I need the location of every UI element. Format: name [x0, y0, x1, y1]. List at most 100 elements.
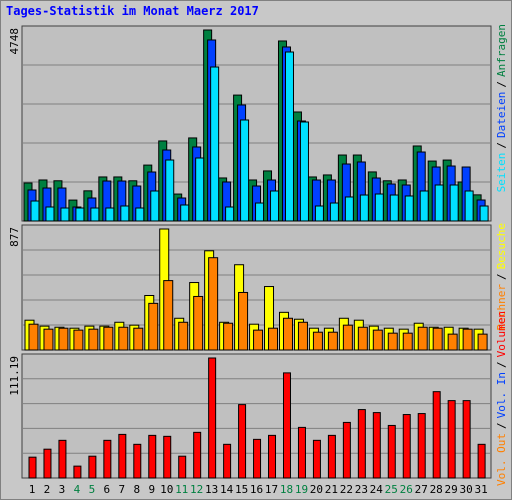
legend: Vol. Out / Vol. In / Volumen — [495, 311, 508, 486]
bar — [133, 327, 144, 351]
bar — [180, 204, 190, 222]
bar — [118, 326, 129, 351]
bar — [270, 190, 280, 222]
bar — [299, 121, 309, 222]
legend-entry: Vol. In — [495, 372, 508, 418]
bar — [208, 257, 219, 351]
bar — [163, 280, 174, 351]
chart-title: Tages-Statistik im Monat Maerz 2017 — [6, 4, 259, 18]
x-tick-label: 13 — [205, 483, 218, 496]
bar — [178, 321, 189, 351]
legend-entry: Besuche — [495, 223, 508, 269]
bar — [240, 119, 250, 222]
bar — [464, 190, 474, 222]
bar — [357, 326, 368, 351]
legend-entry: Seiten — [495, 153, 508, 193]
bar — [344, 196, 354, 222]
bar — [43, 328, 54, 351]
x-tick-label: 8 — [133, 483, 140, 496]
bar — [342, 324, 353, 351]
bar — [163, 435, 172, 479]
bar — [90, 207, 100, 222]
x-tick-label: 22 — [340, 483, 353, 496]
bar — [253, 438, 262, 479]
bar — [223, 443, 232, 479]
y-tick-label: 111.19 — [8, 356, 21, 396]
bar — [28, 456, 37, 479]
legend-entry: Vol. Out — [495, 433, 508, 486]
bar — [150, 190, 160, 222]
x-tick-label: 7 — [119, 483, 126, 496]
y-tick-label: 877 — [8, 227, 21, 247]
x-tick-label: 15 — [235, 483, 248, 496]
bar — [105, 207, 115, 222]
bar — [165, 159, 175, 222]
bar — [297, 321, 308, 351]
bar — [312, 439, 321, 479]
legend-separator: / — [495, 361, 508, 368]
bar — [178, 455, 187, 479]
bar — [193, 295, 204, 351]
bar — [419, 190, 429, 222]
bar — [477, 333, 488, 351]
x-tick-label: 12 — [190, 483, 203, 496]
bar — [417, 326, 428, 351]
bar — [374, 193, 384, 222]
legend: Seiten / Dateien / Anfragen — [495, 24, 508, 192]
x-tick-label: 17 — [265, 483, 278, 496]
bar — [447, 333, 458, 351]
bar — [45, 206, 55, 222]
legend-separator: / — [495, 81, 508, 88]
x-tick-label: 23 — [355, 483, 368, 496]
bar — [88, 328, 99, 351]
x-tick-label: 28 — [430, 483, 443, 496]
x-tick-label: 19 — [295, 483, 308, 496]
bar — [417, 413, 426, 479]
bar — [357, 409, 366, 479]
bar — [282, 317, 293, 351]
bar — [387, 332, 398, 351]
bar — [372, 412, 381, 479]
bar — [402, 332, 413, 351]
x-tick-label: 2 — [44, 483, 51, 496]
bar — [223, 322, 234, 351]
bar — [449, 184, 459, 222]
bar — [389, 194, 399, 222]
bar — [58, 439, 67, 479]
x-tick-label: 18 — [280, 483, 293, 496]
bar — [225, 206, 235, 222]
legend-entry: Dateien — [495, 92, 508, 138]
bar — [208, 357, 217, 479]
bar — [210, 66, 220, 222]
bar — [43, 448, 52, 479]
bar — [462, 328, 473, 351]
y-tick-label: 4748 — [8, 28, 21, 55]
bar — [282, 372, 291, 479]
x-tick-label: 20 — [310, 483, 323, 496]
x-tick-label: 6 — [104, 483, 111, 496]
bar — [359, 194, 369, 222]
x-tick-label: 25 — [385, 483, 398, 496]
bar — [284, 51, 294, 222]
legend-separator: / — [495, 422, 508, 429]
x-tick-label: 30 — [460, 483, 473, 496]
legend-entry: Anfragen — [495, 24, 508, 77]
bar — [268, 434, 277, 479]
bar — [238, 291, 249, 351]
bar — [312, 331, 323, 351]
x-tick-label: 14 — [220, 483, 234, 496]
x-tick-label: 10 — [160, 483, 173, 496]
bar — [73, 329, 84, 351]
legend-separator: / — [495, 273, 508, 280]
bar — [103, 326, 114, 351]
x-tick-label: 29 — [445, 483, 458, 496]
x-tick-label: 24 — [370, 483, 384, 496]
bar — [447, 400, 456, 479]
bar — [477, 443, 486, 479]
x-tick-label: 1 — [29, 483, 36, 496]
x-tick-label: 11 — [175, 483, 188, 496]
bar — [28, 323, 39, 351]
bar — [342, 421, 351, 479]
bar — [193, 431, 202, 479]
bar — [253, 329, 264, 351]
